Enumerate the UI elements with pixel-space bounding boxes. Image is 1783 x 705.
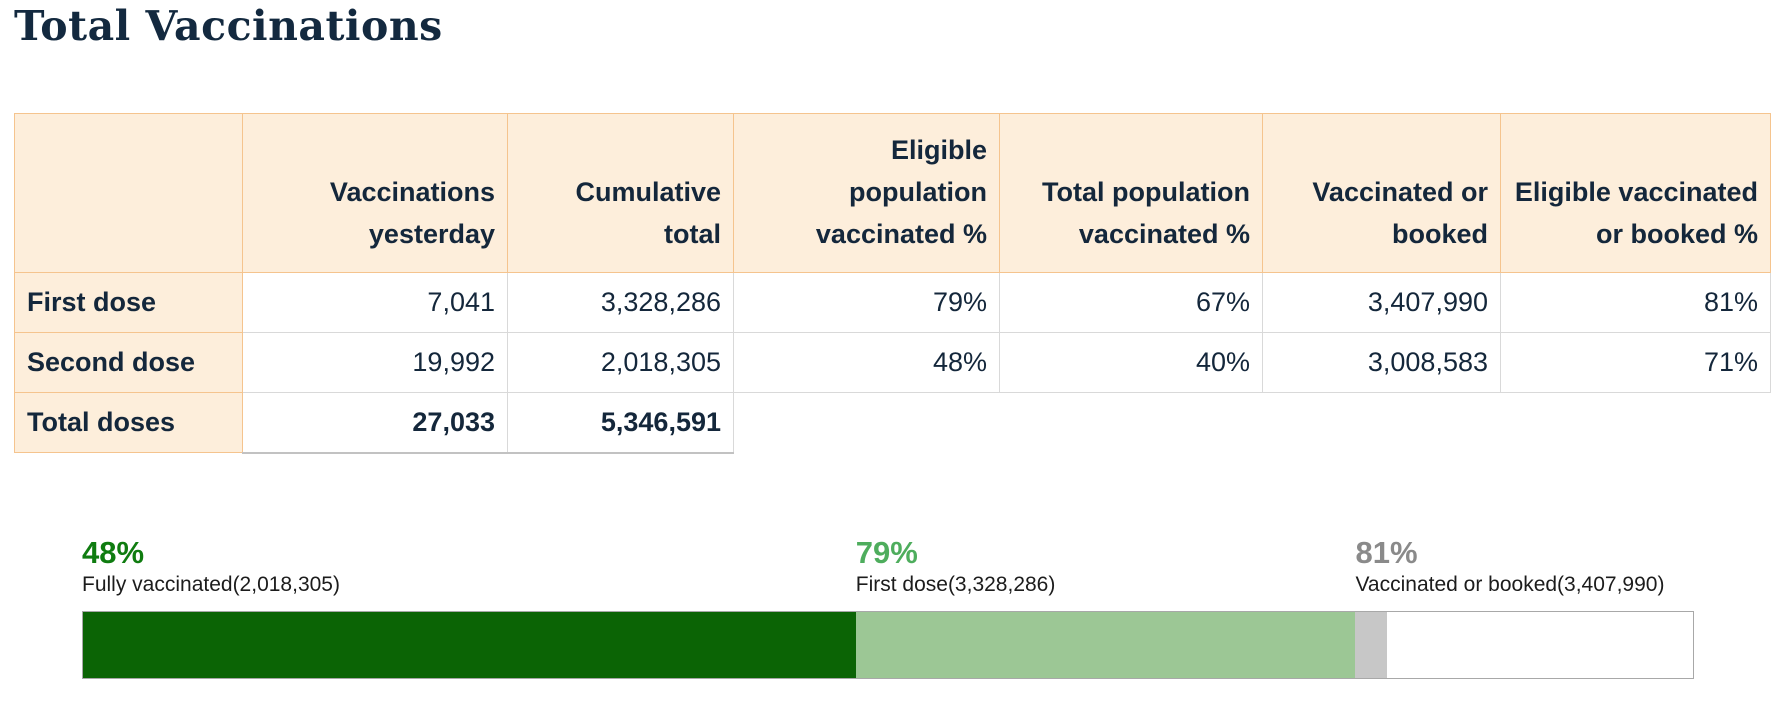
- cell-first-dose-vaccinated-or-booked: 3,407,990: [1262, 272, 1501, 333]
- progress-desc-vaccinated-or-booked: Vaccinated or booked(3,407,990): [1355, 572, 1665, 596]
- cell-second-dose-total-pct: 40%: [999, 332, 1263, 393]
- row-label-total-doses: Total doses: [14, 392, 243, 453]
- progress-segment-vaccinated-or-booked: [1354, 612, 1388, 678]
- cell-total-doses-blank: [733, 392, 1000, 453]
- cell-total-doses-blank: [1262, 392, 1501, 453]
- progress-label-vaccinated-or-booked: 81% Vaccinated or booked(3,407,990): [1355, 535, 1665, 597]
- vaccinations-table: Vaccinations yesterday Cumulative total …: [14, 113, 1771, 454]
- vaccination-progress-chart: 48% Fully vaccinated(2,018,305) 79% Firs…: [82, 535, 1694, 685]
- table-row-second-dose: Second dose 19,992 2,018,305 48% 40% 3,0…: [14, 332, 1771, 393]
- cell-first-dose-total-pct: 67%: [999, 272, 1263, 333]
- progress-label-first-dose: 79% First dose(3,328,286): [855, 535, 1056, 597]
- row-label-second-dose: Second dose: [14, 332, 243, 393]
- progress-desc-fully-vaccinated: Fully vaccinated(2,018,305): [82, 572, 340, 596]
- cell-second-dose-vaccinated-or-booked: 3,008,583: [1262, 332, 1501, 393]
- cell-total-doses-yesterday: 27,033: [242, 392, 508, 454]
- cell-second-dose-eligible-booked-pct: 71%: [1500, 332, 1771, 393]
- cell-first-dose-eligible-pct: 79%: [733, 272, 1000, 333]
- column-header-total-population-vaccinated: Total population vaccinated %: [999, 113, 1263, 273]
- column-header-vaccinations-yesterday: Vaccinations yesterday: [242, 113, 508, 273]
- table-row-total-doses: Total doses 27,033 5,346,591: [14, 392, 1771, 454]
- column-header-eligible-vaccinated-or-booked: Eligible vaccinated or booked %: [1500, 113, 1771, 273]
- cell-total-doses-cumulative: 5,346,591: [507, 392, 734, 454]
- progress-pct-fully-vaccinated: 48%: [82, 535, 145, 570]
- table-header-row: Vaccinations yesterday Cumulative total …: [14, 113, 1771, 273]
- column-header-eligible-population-vaccinated: Eligible population vaccinated %: [733, 113, 1000, 273]
- cell-second-dose-eligible-pct: 48%: [733, 332, 1000, 393]
- progress-bar-track: [82, 611, 1694, 679]
- cell-first-dose-eligible-booked-pct: 81%: [1500, 272, 1771, 333]
- progress-segment-fully-vaccinated: [83, 612, 856, 678]
- column-header-cumulative-total: Cumulative total: [507, 113, 734, 273]
- cell-total-doses-blank: [999, 392, 1263, 453]
- cell-first-dose-cumulative: 3,328,286: [507, 272, 734, 333]
- progress-desc-first-dose: First dose(3,328,286): [855, 572, 1056, 596]
- column-header-vaccinated-or-booked: Vaccinated or booked: [1262, 113, 1501, 273]
- page-title: Total Vaccinations: [14, 2, 443, 50]
- progress-label-fully-vaccinated: 48% Fully vaccinated(2,018,305): [82, 535, 340, 597]
- cell-total-doses-blank: [1500, 392, 1771, 453]
- table-row-first-dose: First dose 7,041 3,328,286 79% 67% 3,407…: [14, 272, 1771, 333]
- cell-first-dose-yesterday: 7,041: [242, 272, 508, 333]
- cell-second-dose-yesterday: 19,992: [242, 332, 508, 393]
- cell-second-dose-cumulative: 2,018,305: [507, 332, 734, 393]
- progress-segment-first-dose: [855, 612, 1355, 678]
- column-header-blank: [14, 113, 243, 273]
- progress-pct-vaccinated-or-booked: 81%: [1355, 535, 1418, 570]
- row-label-first-dose: First dose: [14, 272, 243, 333]
- progress-pct-first-dose: 79%: [855, 535, 918, 570]
